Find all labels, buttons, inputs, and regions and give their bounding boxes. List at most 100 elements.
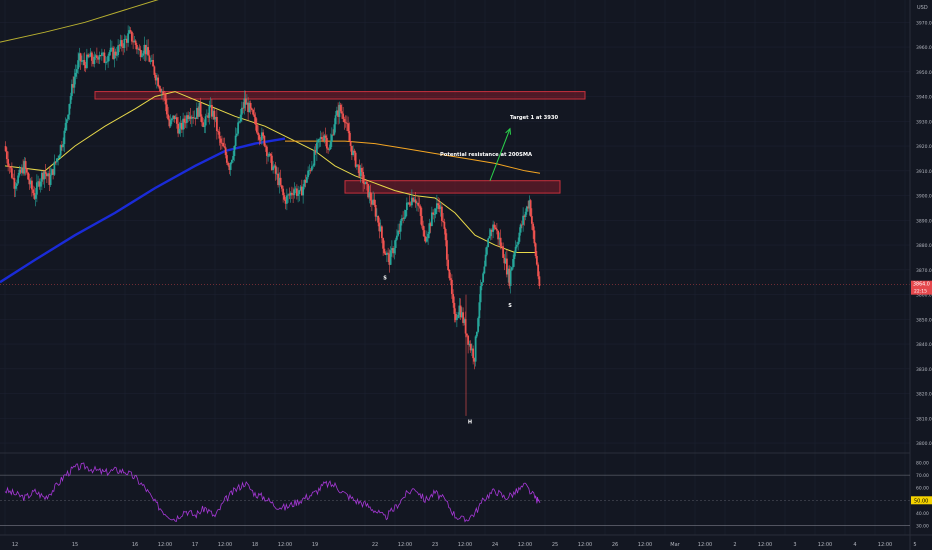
candle-body bbox=[347, 123, 350, 132]
candle-body bbox=[18, 169, 21, 176]
candle-body bbox=[123, 39, 126, 48]
candle-body bbox=[355, 164, 358, 167]
candle-body bbox=[90, 52, 93, 61]
candle-body bbox=[235, 133, 238, 136]
candle-body bbox=[268, 153, 271, 156]
candle-body bbox=[173, 115, 176, 120]
candle-body bbox=[233, 145, 236, 157]
candle-body bbox=[162, 91, 165, 94]
time-tick-label: 12:00 bbox=[758, 542, 772, 548]
candle-body bbox=[502, 246, 505, 258]
rsi-axis[interactable]: 30.00 40.00 60.00 70.00 80.00 bbox=[916, 461, 929, 530]
candle-body bbox=[38, 181, 41, 187]
candle-body bbox=[124, 38, 127, 40]
candle-body bbox=[50, 169, 53, 176]
candle-body bbox=[478, 302, 481, 319]
candle-body bbox=[329, 141, 332, 150]
candle-body bbox=[377, 215, 380, 223]
target-arrow bbox=[489, 128, 511, 181]
candle-body bbox=[394, 239, 397, 249]
candle-body bbox=[318, 138, 321, 140]
candle-body bbox=[413, 199, 416, 202]
candle-body bbox=[133, 40, 136, 43]
annotations: Target 1 at 3930 Potential resistance at … bbox=[383, 115, 558, 425]
candle-body bbox=[259, 139, 262, 141]
chart-annotation: Target 1 at 3930 bbox=[510, 115, 558, 121]
candle-body bbox=[469, 343, 472, 351]
candle-body bbox=[399, 220, 402, 232]
price-axis[interactable]: 3800.0 3810.0 3820.0 3830.0 3840.0 3850.0 3860… bbox=[916, 20, 932, 447]
candle-body bbox=[39, 181, 42, 187]
time-tick-label: 24 bbox=[492, 542, 498, 548]
candle-body bbox=[330, 134, 333, 142]
candle-body bbox=[465, 333, 468, 336]
candle-body bbox=[98, 55, 101, 60]
price-tick-label: 3820.0 bbox=[916, 392, 932, 398]
candle-body bbox=[314, 150, 317, 153]
candle-body bbox=[33, 193, 36, 199]
candle-body bbox=[135, 45, 138, 50]
candle-body bbox=[9, 166, 12, 169]
candle-body bbox=[460, 312, 463, 318]
candle-body bbox=[454, 313, 457, 321]
candle-body bbox=[243, 98, 246, 109]
candle-body bbox=[538, 276, 541, 286]
candle-body bbox=[204, 116, 207, 126]
candle-body bbox=[420, 215, 423, 226]
time-tick-label: 12 bbox=[12, 542, 18, 548]
candle-body bbox=[95, 55, 98, 58]
candle-body bbox=[305, 177, 308, 183]
candle-body bbox=[8, 166, 11, 167]
time-tick-label: 12:00 bbox=[638, 542, 652, 548]
candle-body bbox=[205, 115, 208, 117]
candle-body bbox=[337, 110, 340, 117]
candle-body bbox=[320, 137, 323, 140]
candle-body bbox=[494, 227, 497, 230]
candle-body bbox=[493, 224, 496, 228]
candle-body bbox=[407, 202, 410, 204]
candle-body bbox=[409, 204, 412, 206]
candle-body bbox=[180, 122, 183, 130]
candle-body bbox=[60, 145, 63, 148]
price-tick-label: 3870.0 bbox=[916, 268, 932, 274]
candle-body bbox=[448, 269, 451, 279]
candle-body bbox=[174, 117, 177, 120]
candle-body bbox=[169, 120, 172, 127]
candle-body bbox=[410, 197, 413, 206]
time-tick-label: 12:00 bbox=[158, 542, 172, 548]
candle-body bbox=[125, 38, 128, 43]
candle-body bbox=[462, 312, 465, 323]
rsi-tick-label: 30.00 bbox=[916, 523, 929, 529]
candle-body bbox=[405, 202, 408, 211]
price-tick-label: 3800.0 bbox=[916, 441, 932, 447]
moving-averages bbox=[0, 0, 541, 284]
candle-body bbox=[429, 223, 432, 227]
candle-body bbox=[218, 131, 221, 139]
candle-body bbox=[182, 118, 185, 130]
candle-body bbox=[194, 117, 197, 120]
candle-body bbox=[13, 178, 16, 189]
candle-body bbox=[229, 162, 232, 170]
candle-body bbox=[328, 149, 331, 150]
candle-body bbox=[70, 84, 73, 97]
candle-body bbox=[507, 268, 510, 275]
candle-body bbox=[299, 186, 302, 191]
candle-body bbox=[280, 185, 283, 189]
candle-body bbox=[140, 55, 143, 57]
candle-body bbox=[477, 318, 480, 332]
candle-body bbox=[423, 230, 426, 237]
candle-body bbox=[10, 168, 13, 178]
candle-body bbox=[293, 189, 296, 195]
time-axis[interactable]: 12 15 16 12:00 17 12:00 18 12:00 19 22 12:00 23 12:0… bbox=[12, 542, 917, 548]
candle-body bbox=[363, 183, 366, 185]
candle-body bbox=[270, 155, 273, 170]
candle-body bbox=[25, 168, 28, 173]
candle-body bbox=[390, 248, 393, 251]
resistance-zone bbox=[94, 91, 586, 100]
time-tick-label: 12:00 bbox=[398, 542, 412, 548]
candle-body bbox=[264, 145, 267, 147]
candle-body bbox=[487, 238, 490, 248]
candle-body bbox=[348, 131, 351, 141]
